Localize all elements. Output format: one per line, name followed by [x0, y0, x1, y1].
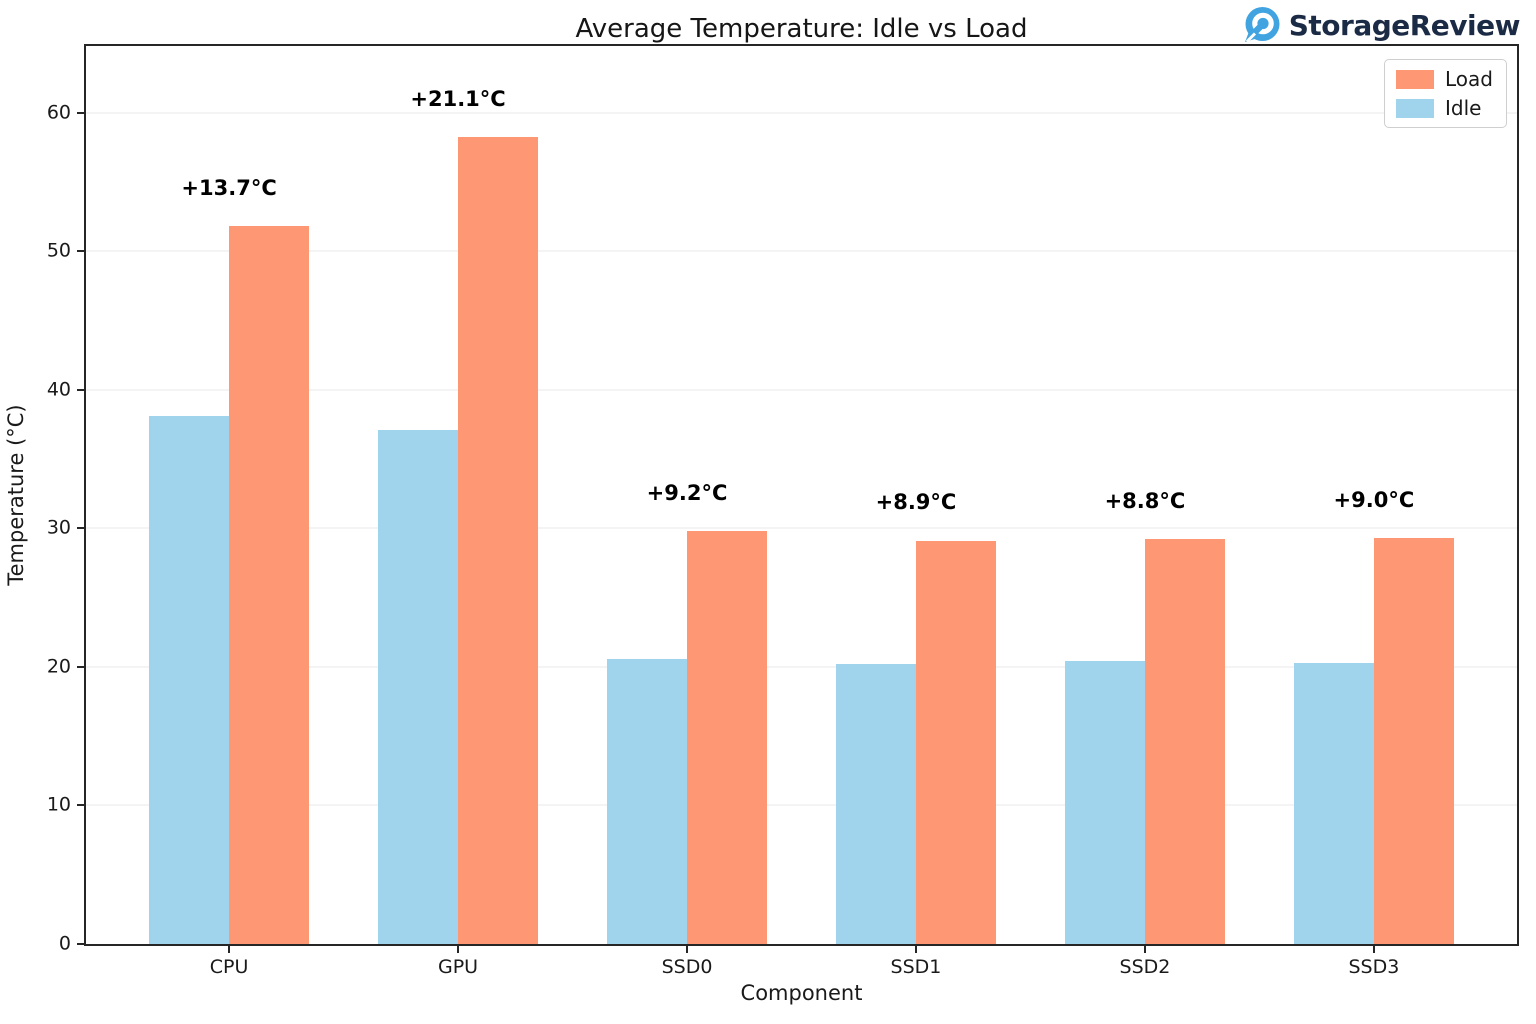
legend-entry-idle: Idle [1396, 98, 1493, 118]
bar-idle-ssd0 [606, 658, 687, 944]
delta-annotation-cpu: +13.7°C [181, 175, 277, 200]
legend-label-idle: Idle [1445, 96, 1482, 120]
x-tick-label-gpu: GPU [438, 956, 479, 978]
bar-idle-ssd2 [1064, 661, 1145, 944]
gridline-y-50 [86, 250, 1517, 252]
bar-idle-ssd3 [1293, 662, 1374, 944]
y-tick-label-30: 30 [46, 516, 71, 539]
x-tick-label-ssd0: SSD0 [661, 956, 713, 978]
bar-idle-ssd1 [835, 664, 916, 944]
x-tick-label-ssd2: SSD2 [1119, 956, 1171, 978]
bar-load-cpu [229, 226, 310, 944]
y-tick-mark-40 [77, 388, 86, 391]
y-tick-label-40: 40 [46, 378, 71, 401]
bar-load-gpu [458, 137, 539, 944]
bar-load-ssd1 [915, 540, 997, 944]
storagereview-wordmark: StorageReview [1288, 8, 1521, 42]
legend-entry-load: Load [1396, 69, 1493, 89]
y-tick-label-10: 10 [46, 793, 71, 816]
x-tick-mark-ssd1 [914, 944, 917, 953]
x-tick-mark-ssd2 [1143, 944, 1146, 953]
delta-annotation-gpu: +21.1°C [410, 87, 506, 112]
y-axis-title: Temperature (°C) [4, 404, 28, 586]
gridline-y-60 [86, 112, 1517, 114]
chart-title: Average Temperature: Idle vs Load [575, 14, 1028, 44]
delta-annotation-ssd1: +8.9°C [875, 490, 957, 515]
x-tick-label-ssd1: SSD1 [890, 956, 942, 978]
gridline-y-30 [86, 527, 1517, 529]
y-tick-mark-10 [77, 804, 86, 807]
y-tick-mark-20 [77, 665, 86, 668]
x-tick-label-cpu: CPU [209, 956, 249, 978]
gridline-y-40 [86, 389, 1517, 391]
bar-load-ssd0 [687, 531, 768, 944]
y-tick-label-20: 20 [46, 655, 71, 678]
bar-idle-gpu [377, 429, 459, 944]
y-tick-label-50: 50 [46, 239, 71, 262]
delta-annotation-ssd3: +9.0°C [1333, 487, 1415, 512]
gridline-y-10 [86, 804, 1517, 806]
legend: Load Idle [1384, 59, 1507, 128]
y-tick-mark-30 [77, 527, 86, 530]
bar-load-ssd3 [1373, 537, 1455, 944]
gridline-y-20 [86, 666, 1517, 668]
legend-swatch-load [1396, 69, 1435, 89]
storagereview-icon [1242, 5, 1282, 45]
y-tick-mark-60 [77, 111, 86, 114]
y-tick-label-0: 0 [58, 932, 71, 955]
x-tick-mark-ssd0 [686, 944, 689, 953]
legend-label-load: Load [1445, 67, 1493, 91]
x-axis-title: Component [740, 981, 863, 1005]
bar-idle-cpu [148, 416, 230, 944]
x-tick-mark-gpu [457, 944, 460, 953]
y-tick-label-60: 60 [46, 101, 71, 124]
delta-annotation-ssd0: +9.2°C [646, 480, 728, 505]
bar-load-ssd2 [1144, 539, 1226, 944]
plot-area: Load Idle 0 10 20 30 40 50 60 +13.7°C CPU +21.1°C G… [47, 44, 1519, 977]
legend-swatch-idle [1396, 98, 1435, 118]
y-tick-mark-50 [77, 250, 86, 253]
x-tick-mark-cpu [228, 944, 231, 953]
x-tick-label-ssd3: SSD3 [1348, 956, 1400, 978]
y-tick-mark-0 [77, 943, 86, 945]
delta-annotation-ssd2: +8.8°C [1104, 489, 1186, 514]
x-tick-mark-ssd3 [1372, 944, 1375, 953]
storagereview-logo: StorageReview [1242, 5, 1521, 45]
